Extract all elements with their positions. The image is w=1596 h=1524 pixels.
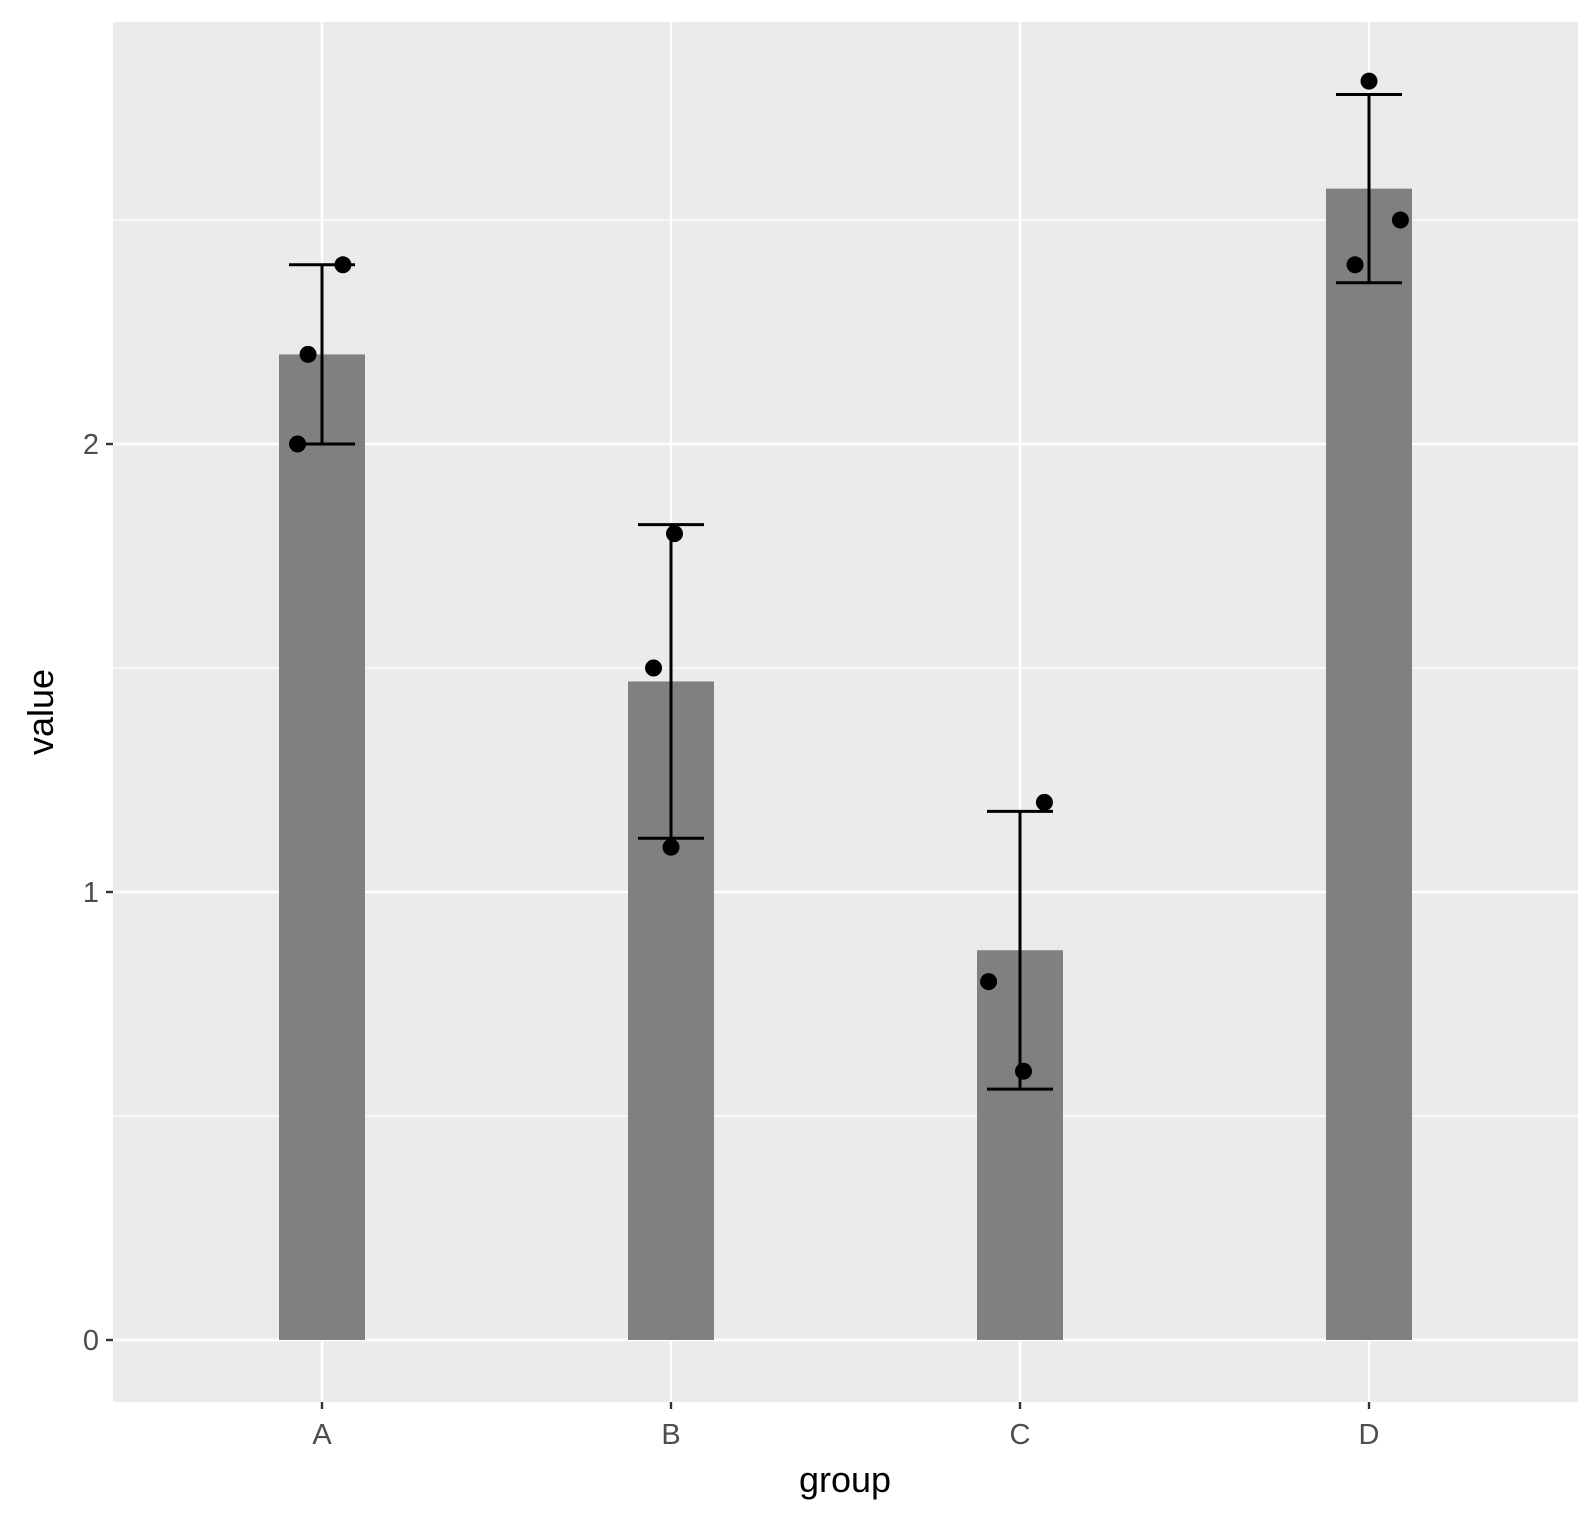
error-bars xyxy=(289,93,1402,1091)
data-point xyxy=(1014,1062,1032,1080)
x-axis: A B C D xyxy=(312,1402,1379,1451)
bars xyxy=(279,188,1412,1340)
x-tick-label: A xyxy=(312,1419,332,1451)
data-point xyxy=(1346,256,1364,274)
data-point xyxy=(334,256,352,274)
bar xyxy=(279,354,365,1340)
data-point xyxy=(1391,211,1409,229)
y-tick-label: 0 xyxy=(83,1325,99,1357)
y-axis-title: value xyxy=(20,669,61,755)
y-tick-label: 1 xyxy=(83,877,99,909)
x-tick-label: D xyxy=(1359,1419,1380,1451)
x-tick-label: C xyxy=(1010,1419,1031,1451)
data-point xyxy=(980,973,998,991)
bar xyxy=(1326,188,1412,1340)
x-tick-label: B xyxy=(661,1419,680,1451)
y-tick-label: 2 xyxy=(83,429,99,461)
data-point xyxy=(299,345,317,363)
data-point xyxy=(665,525,683,543)
data-point xyxy=(289,435,307,453)
data-point xyxy=(662,838,680,856)
x-axis-title: group xyxy=(799,1459,891,1500)
data-points xyxy=(289,72,1409,1080)
data-point xyxy=(1035,793,1053,811)
data-point xyxy=(1360,72,1378,90)
y-axis: 0 1 2 xyxy=(83,429,113,1357)
data-point xyxy=(645,659,663,677)
